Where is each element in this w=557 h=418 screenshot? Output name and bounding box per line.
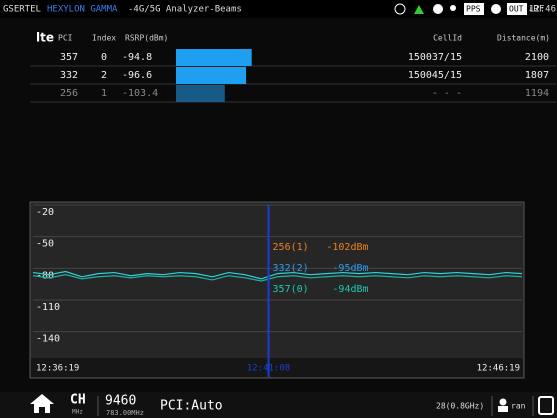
rsrp-bar xyxy=(176,67,247,84)
series-line xyxy=(32,274,523,282)
table-cell: 2100 xyxy=(525,52,549,63)
column-header: CellId xyxy=(433,34,462,43)
x-tick-label: 12:36:19 xyxy=(36,364,79,374)
annotation-label: 256(1) xyxy=(273,242,309,253)
y-tick-label: -20 xyxy=(36,207,54,218)
out: OUT xyxy=(509,5,524,14)
band: 28(0.8GHz) xyxy=(436,402,484,411)
table-cell: 357 xyxy=(60,52,78,63)
frequency: 783.00MHz xyxy=(106,409,144,417)
brand: GSERTEL xyxy=(3,5,41,15)
annotation-value: -94dBm xyxy=(332,284,368,295)
table-cell: 1194 xyxy=(525,88,549,99)
icon xyxy=(414,5,424,14)
user: ran xyxy=(511,402,526,411)
ch-unit: MHz xyxy=(72,409,83,416)
table-cell: 332 xyxy=(60,70,78,81)
rsrp-bar xyxy=(176,49,252,66)
user-icon xyxy=(498,406,508,412)
annotation-value: -102dBm xyxy=(326,242,368,253)
column-header: Index xyxy=(92,34,116,43)
user-icon xyxy=(499,398,507,406)
time-band xyxy=(31,358,523,377)
pci-mode[interactable]: PCI:Auto xyxy=(160,399,223,414)
y-tick-label: -50 xyxy=(36,239,54,250)
save-icon[interactable] xyxy=(538,396,554,415)
clock: 12:46 xyxy=(529,5,556,15)
mode: -4G/5G Analyzer-Beams xyxy=(128,5,242,15)
table-cell: 2 xyxy=(101,70,107,81)
pps-box xyxy=(464,3,484,15)
rf: ↓RF xyxy=(528,5,544,15)
annotation-value: -95dBm xyxy=(332,263,368,274)
pps: PPS xyxy=(466,5,481,14)
channel[interactable]: 9460 xyxy=(105,394,136,409)
table-cell: 256 xyxy=(60,88,78,99)
table-cell: 0 xyxy=(101,52,107,63)
icon xyxy=(450,5,456,11)
table-cell: 150037/15 xyxy=(408,52,462,63)
lte-logo: lte xyxy=(36,31,54,45)
icon xyxy=(433,4,443,14)
table-cell: -96.6 xyxy=(122,70,152,81)
table-cell: -103.4 xyxy=(122,88,158,99)
home-icon[interactable] xyxy=(30,394,54,413)
bottom-bar xyxy=(0,392,557,418)
table-cell: - - - xyxy=(432,88,462,99)
table-cell: 150045/15 xyxy=(408,70,462,81)
table-cell: 1 xyxy=(101,88,107,99)
annotation-label: 332(2) xyxy=(273,263,309,274)
out-box xyxy=(507,3,527,15)
series-line xyxy=(32,270,523,280)
icon xyxy=(491,4,501,14)
rsrp-bar xyxy=(176,85,225,102)
chart-panel xyxy=(29,201,525,379)
y-tick-label: -140 xyxy=(36,334,60,345)
table-cell: 1807 xyxy=(525,70,549,81)
annotation-label: 357(0) xyxy=(273,284,309,295)
x-tick-label: 12:46:19 xyxy=(477,364,520,374)
y-tick-label: -110 xyxy=(36,302,60,313)
column-header: PCI xyxy=(58,34,73,43)
icon xyxy=(394,3,406,15)
y-tick-label: -80 xyxy=(36,270,54,281)
column-header: RSRP(dBm) xyxy=(125,34,168,43)
column-header: Distance(m) xyxy=(497,34,550,43)
product: HEXYLON GAMMA xyxy=(47,5,118,15)
ch-label: CH xyxy=(70,393,86,408)
table-cell: -94.8 xyxy=(122,52,152,63)
